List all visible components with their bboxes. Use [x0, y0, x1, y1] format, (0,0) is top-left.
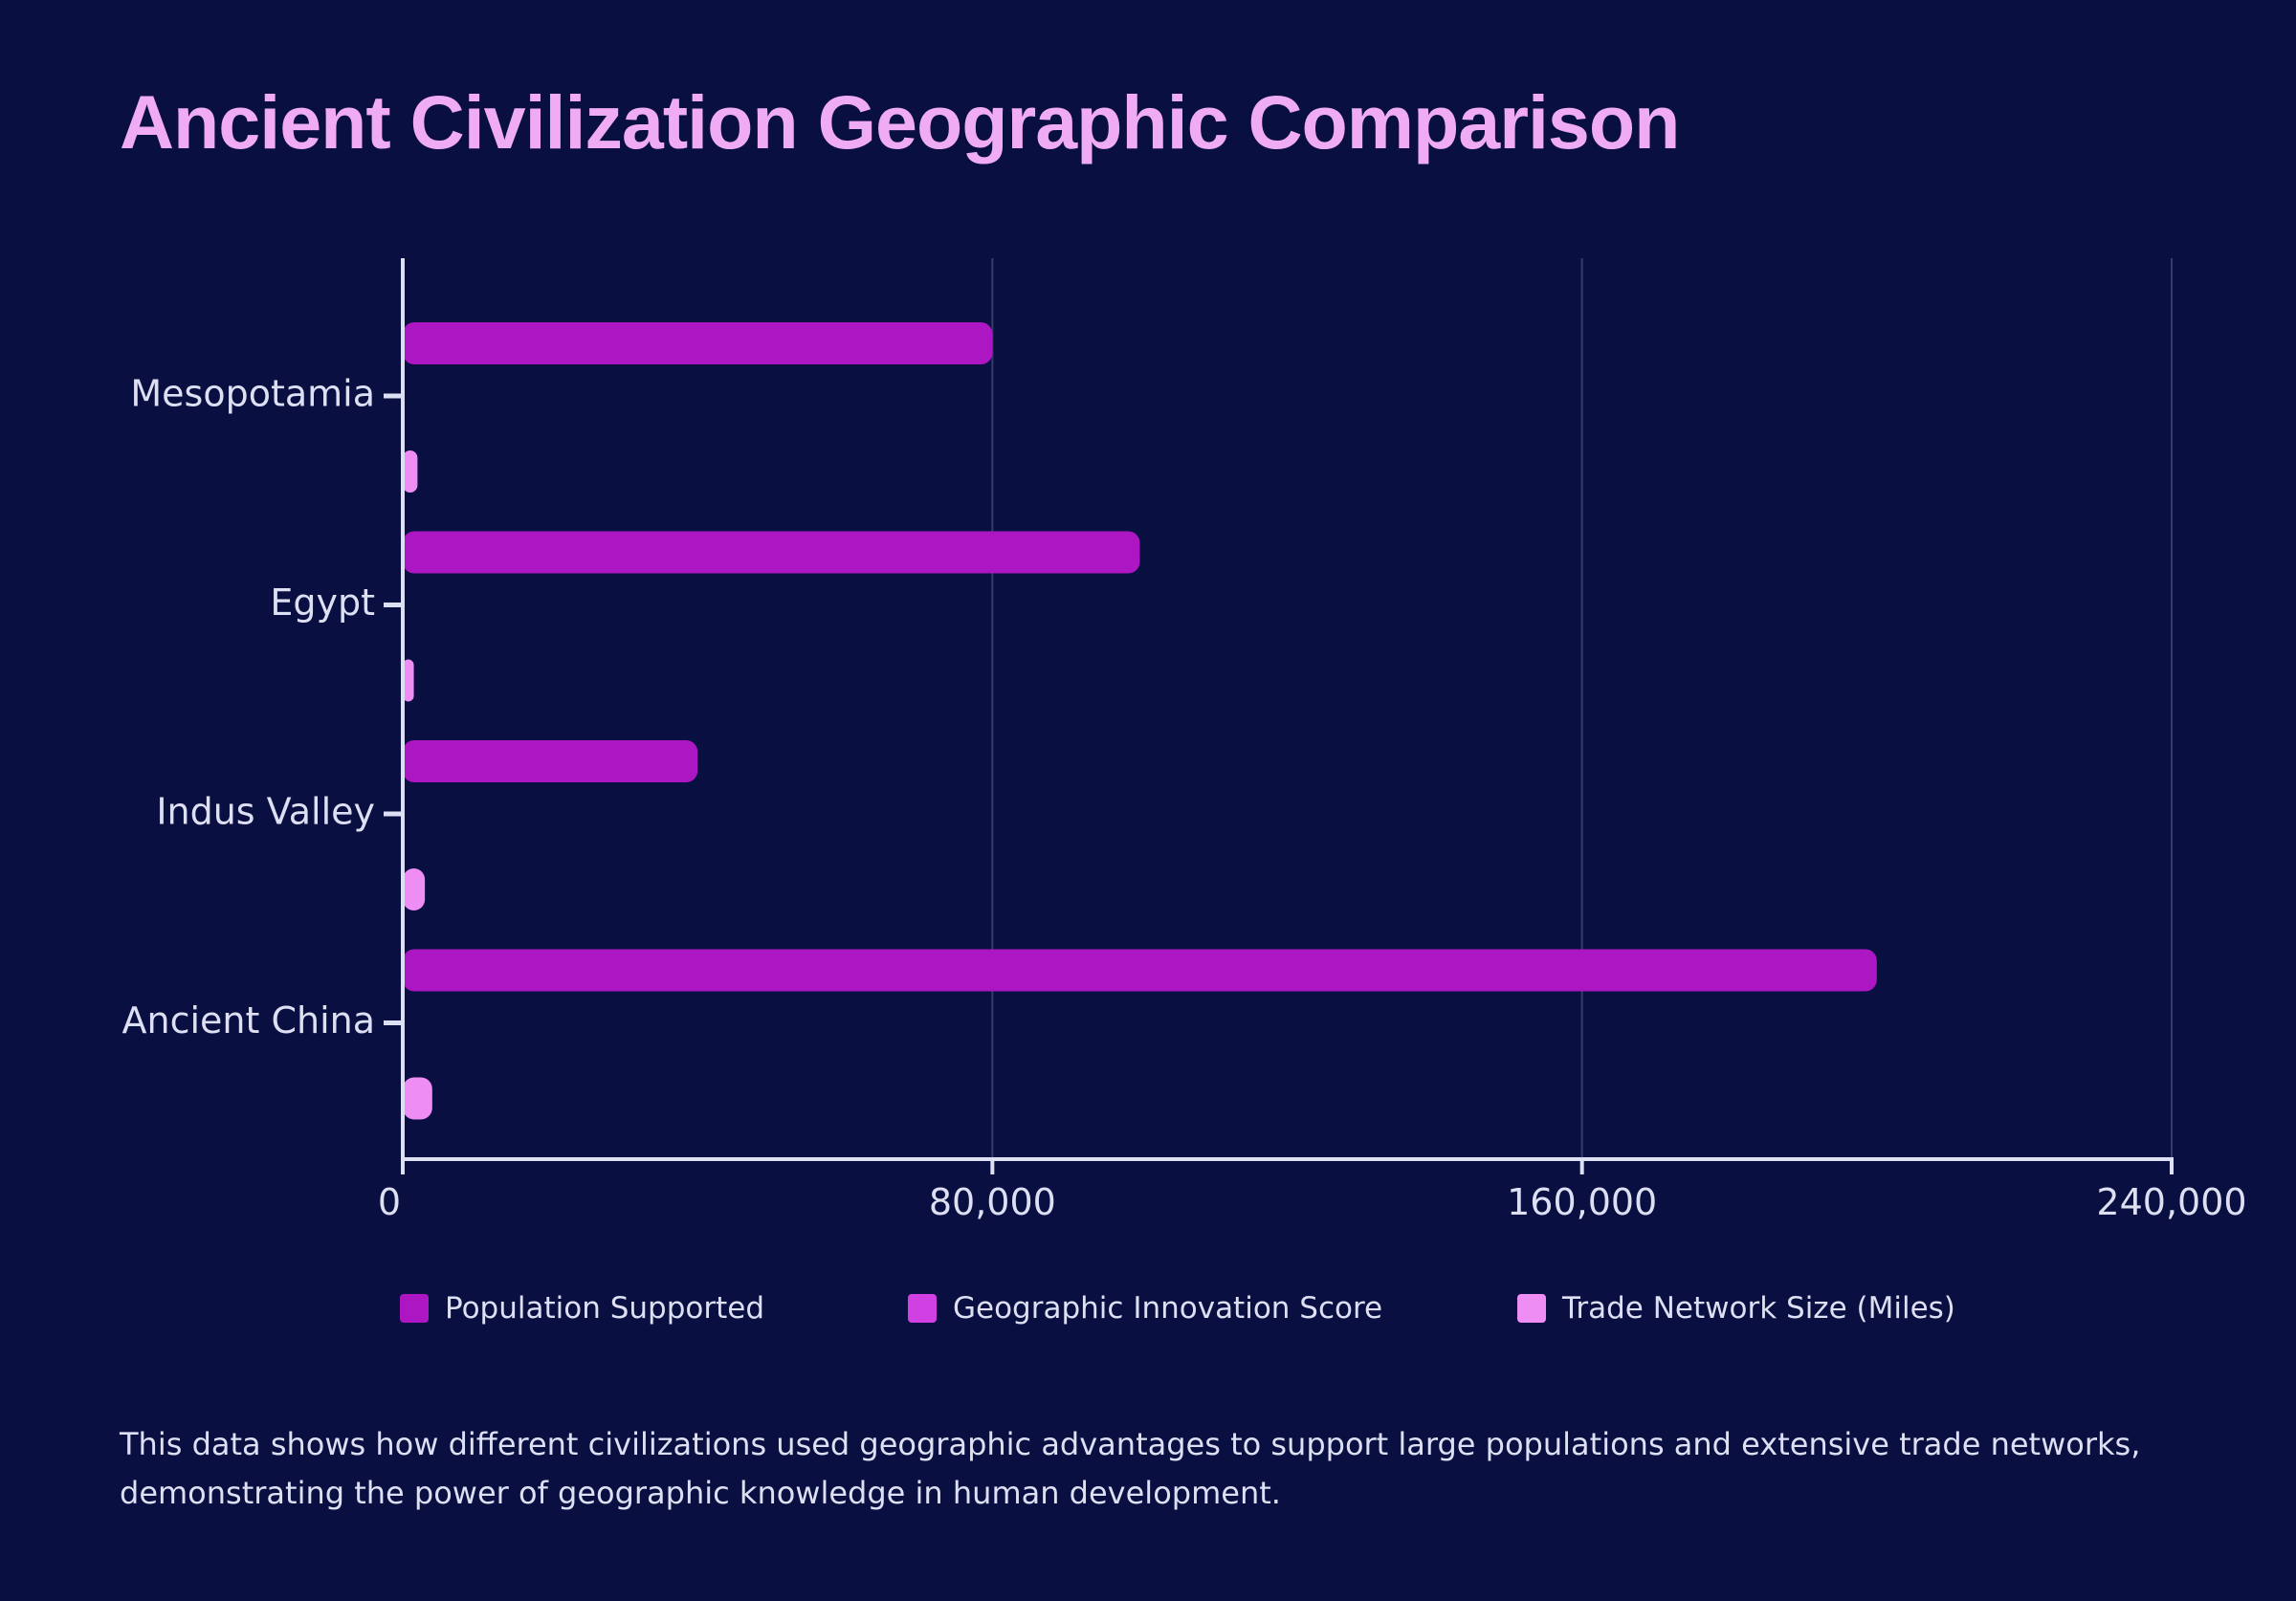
- x-tick-label: 80,000: [929, 1181, 1056, 1223]
- legend-label: Trade Network Size (Miles): [1562, 1291, 1955, 1326]
- legend-item: Trade Network Size (Miles): [1517, 1291, 1955, 1326]
- legend-swatch: [908, 1294, 937, 1323]
- x-tick-label: 0: [378, 1181, 401, 1223]
- bar-trade: [403, 450, 418, 493]
- legend-label: Geographic Innovation Score: [953, 1291, 1383, 1326]
- bar-trade: [403, 1077, 432, 1120]
- bar-population: [403, 740, 698, 782]
- x-tick-label: 240,000: [2096, 1181, 2246, 1223]
- legend-swatch: [400, 1294, 429, 1323]
- bar-chart: Mesopotamia Egypt Indus Valley Ancient Chin…: [121, 258, 2247, 1223]
- bar-population: [403, 949, 1877, 992]
- bar-population: [403, 322, 993, 364]
- chart-title: Ancient Civilization Geographic Comparis…: [120, 79, 1680, 164]
- bar-trade: [403, 868, 426, 910]
- legend-swatch: [1517, 1294, 1546, 1323]
- x-tick-label: 160,000: [1507, 1181, 1657, 1223]
- legend-label: Population Supported: [445, 1291, 765, 1326]
- legend: Population Supported Geographic Innovatio…: [0, 1291, 2296, 1333]
- y-tick-label: Ancient China: [121, 999, 375, 1042]
- y-tick-label: Mesopotamia: [130, 373, 375, 415]
- bar-population: [403, 531, 1140, 574]
- y-tick-label: Indus Valley: [156, 791, 375, 833]
- y-tick-label: Egypt: [270, 581, 375, 624]
- bar-trade: [403, 659, 414, 702]
- legend-item: Geographic Innovation Score: [908, 1291, 1382, 1326]
- chart-caption: This data shows how different civilizati…: [120, 1426, 2141, 1511]
- legend-item: Population Supported: [400, 1291, 764, 1326]
